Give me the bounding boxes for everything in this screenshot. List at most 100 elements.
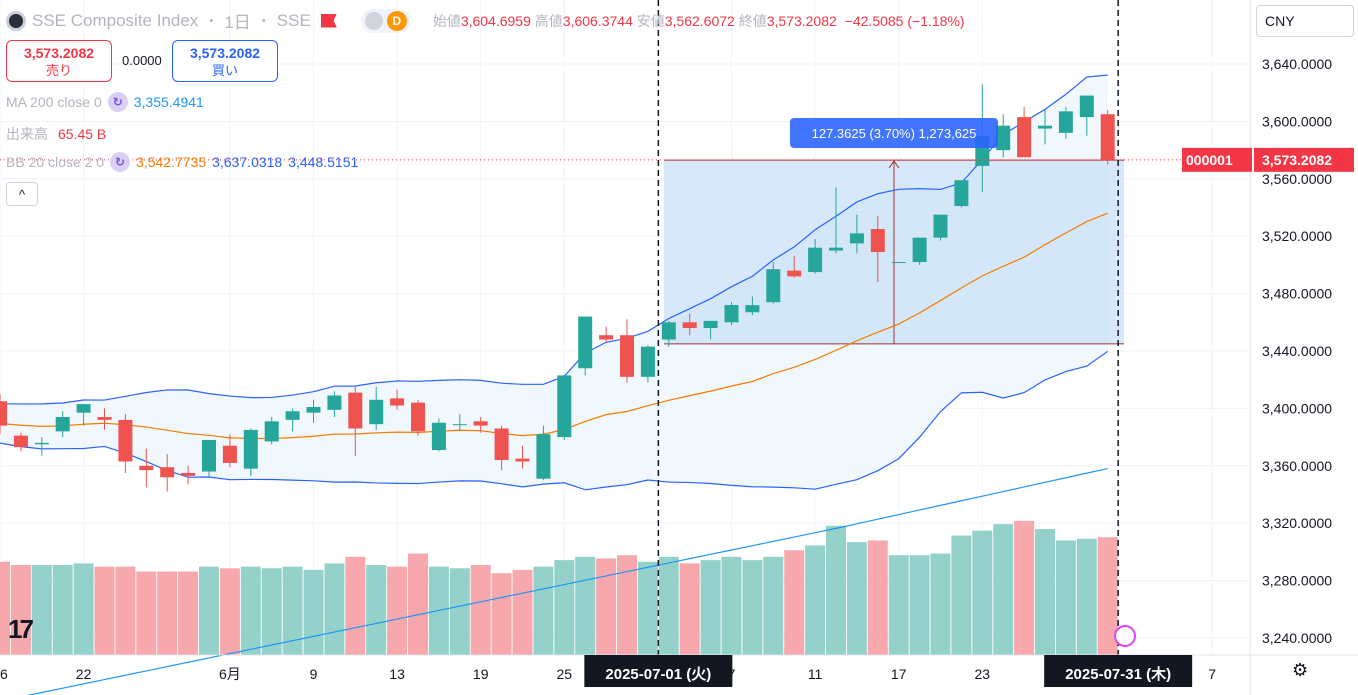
sell-price: 3,573.2082 [23, 45, 95, 61]
candle-body [264, 421, 279, 442]
bb-legend[interactable]: BB 20 close 2 0 ↻ 3,542.7735 3,637.0318 … [6, 152, 358, 172]
bb-label: BB 20 close 2 0 [6, 154, 105, 170]
x-tick-label: 17 [891, 666, 907, 682]
volume-bar [617, 555, 637, 655]
volume-bar [533, 566, 554, 655]
volume-bar [1014, 520, 1035, 655]
buy-button[interactable]: 3,573.2082 買い [172, 40, 278, 82]
separator: ・ [256, 12, 271, 29]
measure-arrowhead [888, 160, 900, 169]
candle-body [891, 262, 906, 264]
buy-price: 3,573.2082 [189, 45, 261, 61]
y-tick-label: 3,640.0000 [1262, 56, 1332, 72]
high-label: 高値 [534, 12, 563, 29]
data-status-pill[interactable]: D [360, 8, 411, 33]
bb-basis-value: 3,542.7735 [136, 154, 207, 170]
volume-bar [73, 563, 94, 655]
volume-bar [199, 566, 219, 655]
sell-button[interactable]: 3,573.2082 売り [6, 40, 112, 82]
volume-bar [554, 560, 575, 655]
high-value: 3,606.3744 [562, 12, 633, 29]
candle-body [787, 270, 802, 277]
candle-body [473, 421, 488, 426]
candle-body [661, 322, 676, 340]
y-tick-label: 3,560.0000 [1262, 171, 1332, 187]
spread-value: 0.0000 [122, 53, 162, 68]
volume-bar [52, 565, 73, 655]
candle-body [494, 428, 509, 461]
candle-body [306, 406, 321, 413]
volume-legend[interactable]: 出来高 65.45 B [6, 124, 106, 144]
candle-body [954, 180, 969, 207]
candle-body [536, 434, 551, 479]
delayed-data-icon: D [386, 10, 407, 31]
candle-body [55, 417, 70, 432]
volume-label: 出来高 [6, 126, 48, 142]
close-value: 3,573.2082 [766, 12, 837, 29]
volume-bar [178, 571, 199, 655]
ma-legend[interactable]: MA 200 close 0 ↻ 3,355.4941 [6, 92, 204, 112]
interval-label[interactable]: 1日 [224, 13, 251, 32]
crosshair-date-box [1044, 655, 1193, 687]
price-axis [1248, 0, 1358, 695]
candle-body [160, 467, 175, 478]
buy-label: 買い [211, 63, 238, 78]
volume-bar [470, 565, 491, 655]
volume-bar [721, 556, 742, 655]
candle-body [1058, 111, 1073, 133]
volume-bar [449, 568, 470, 655]
y-tick-label: 3,280.0000 [1262, 573, 1332, 589]
x-tick-label: 22 [76, 666, 92, 682]
symbol-name[interactable]: SSE Composite Index [32, 10, 199, 30]
change-value: −42.5085 (−1.18%) [844, 12, 965, 29]
x-tick-label: 19 [473, 666, 489, 682]
collapse-legend-button[interactable]: ^ [6, 182, 38, 206]
volume-bar [10, 565, 31, 655]
refresh-icon[interactable]: ↻ [110, 152, 131, 172]
price-tag-symbol-text: 000001 [1186, 152, 1233, 168]
candle-body [640, 346, 655, 377]
price-tag-text: 3,573.2082 [1262, 152, 1332, 168]
open-label: 始値 [432, 12, 461, 29]
candle-body [431, 422, 446, 451]
bb-upper-line [0, 74, 1108, 405]
volume-bar [0, 561, 10, 655]
volume-bar [1076, 538, 1097, 655]
currency-select[interactable]: CNY [1256, 5, 1354, 37]
y-tick-label: 3,600.0000 [1262, 113, 1332, 129]
volume-bar [888, 555, 909, 655]
volume-bar [261, 568, 282, 655]
bb-band-fill [0, 75, 1108, 490]
tradingview-logo[interactable]: 17 [8, 614, 34, 644]
flag-icon[interactable] [320, 13, 337, 28]
volume-bar [1097, 537, 1118, 655]
currency-label: CNY [1265, 13, 1295, 29]
sell-label: 売り [45, 63, 72, 78]
volume-bar [972, 530, 993, 655]
volume-bar [387, 566, 408, 655]
volume-bar [951, 535, 972, 655]
crosshair-date-label: 2025-07-31 (木) [1065, 665, 1171, 683]
volume-bar [742, 560, 763, 655]
volume-bar [31, 565, 52, 655]
volume-bar [324, 563, 345, 655]
candle-body [933, 214, 948, 238]
candle-body [849, 233, 864, 244]
ma-value: 3,355.4941 [133, 94, 204, 110]
crosshair-date-label: 2025-07-01 (火) [605, 666, 711, 683]
volume-bar [784, 550, 805, 655]
settings-icon[interactable]: ⚙ [1292, 660, 1309, 680]
volume-bar [846, 542, 867, 655]
bb-basis-line [0, 212, 1108, 440]
candle-body [97, 417, 112, 420]
candle-body [599, 335, 614, 340]
measure-tooltip: 127.3625 (3.70%) 1,273,625 [790, 118, 998, 148]
chevron-up-icon: ^ [18, 186, 26, 202]
refresh-icon[interactable]: ↻ [107, 92, 128, 112]
volume-bar [679, 563, 700, 655]
candle-body [222, 445, 237, 463]
exchange-label: SSE [276, 10, 311, 30]
candle-body [620, 335, 634, 377]
volume-bar [491, 573, 512, 655]
